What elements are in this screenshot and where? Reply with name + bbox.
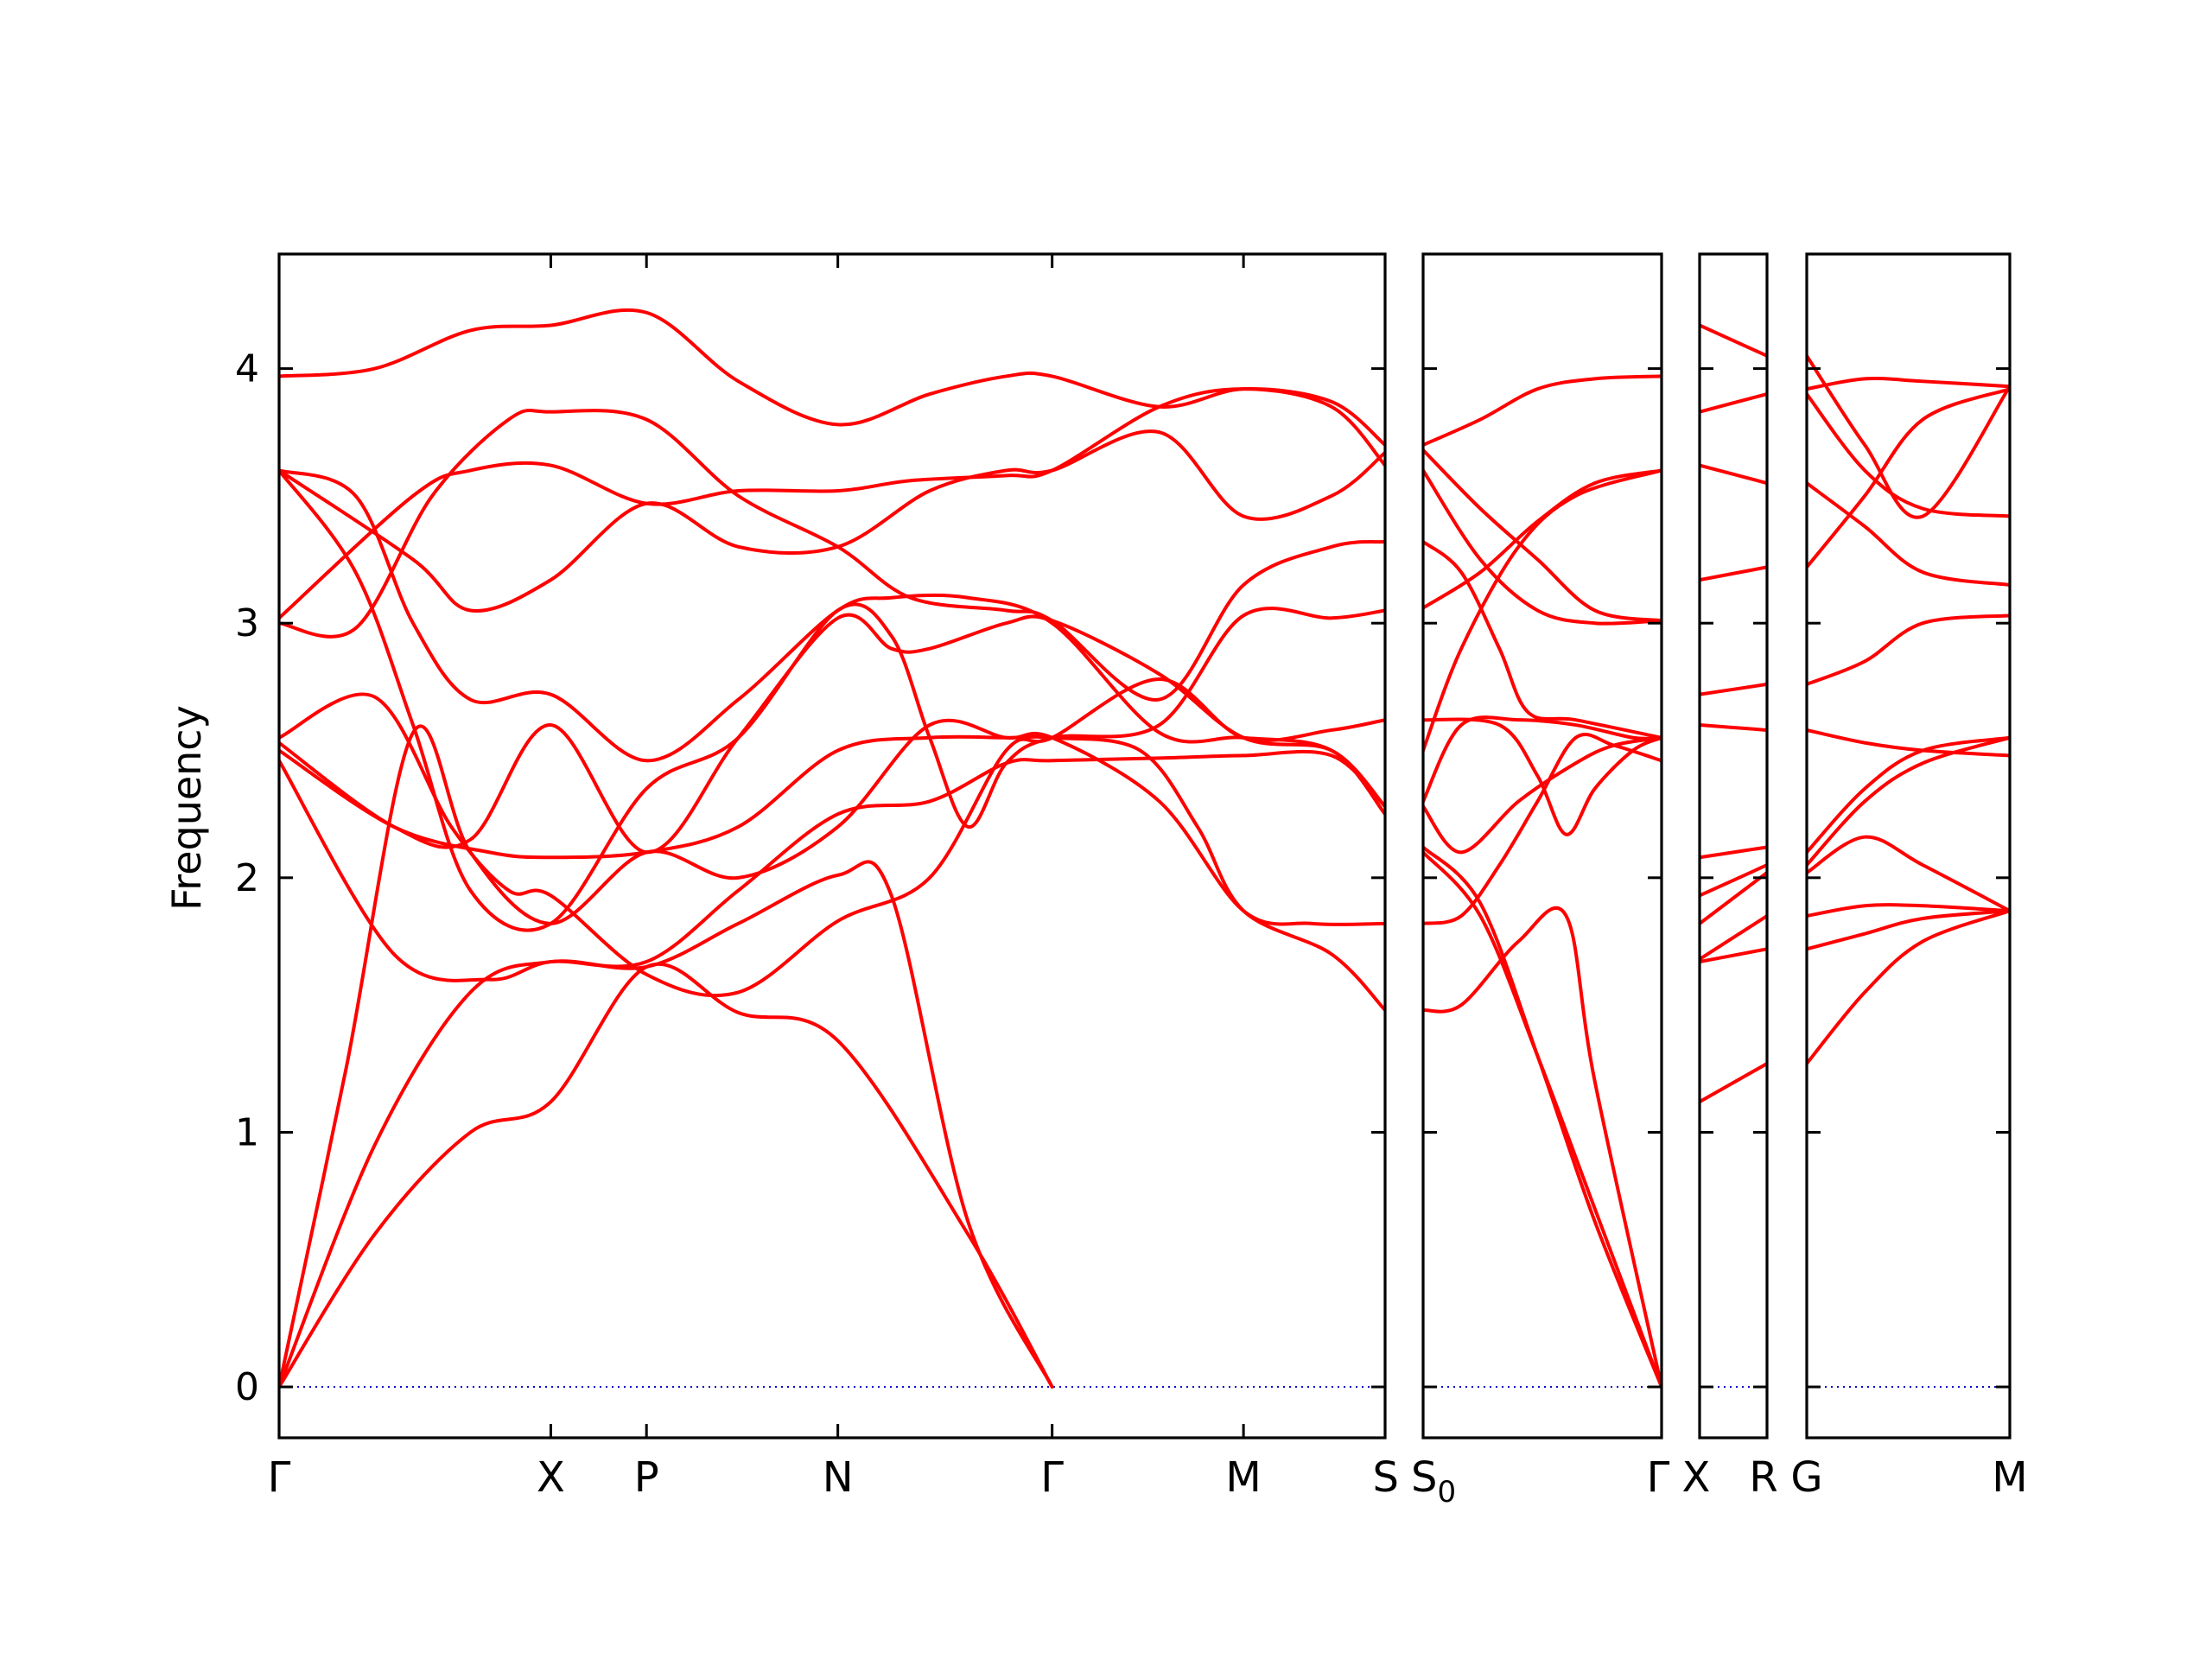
kpoint-label-subscript: 0: [1437, 1475, 1456, 1510]
y-tick-label: 3: [235, 601, 259, 645]
kpoint-label-gamma-3: Γ: [1647, 1453, 1670, 1502]
band-line: [1807, 903, 2010, 918]
band-line: [1807, 909, 2010, 951]
band-line: [279, 468, 1385, 817]
band-line: [1700, 863, 1767, 898]
panels-group: [277, 252, 2012, 1440]
band-line: [1700, 914, 1767, 962]
band-line: [1700, 323, 1767, 358]
y-axis-title: Frequency: [163, 705, 210, 911]
band-line: [1423, 845, 1662, 1389]
kpoint-label-x-2: X: [1682, 1453, 1711, 1502]
kpoint-label-p-1: P: [634, 1453, 659, 1502]
band-line: [279, 308, 1385, 447]
band-line: [1700, 392, 1767, 414]
band-line: [1807, 387, 2010, 569]
kpoint-label-s: S: [1373, 1453, 1399, 1502]
kpoint-label-r: R: [1749, 1453, 1777, 1502]
panel-1: [277, 252, 1387, 1440]
band-line: [1423, 448, 1662, 623]
band-line: [279, 409, 1385, 702]
panel-2: [1421, 252, 1663, 1440]
kpoint-label-gamma-2: Γ: [1040, 1453, 1064, 1502]
band-line: [1700, 565, 1767, 582]
band-line: [1807, 353, 2010, 519]
y-tick-labels: 0 1 2 3 4: [235, 347, 259, 1409]
band-line: [279, 734, 1385, 1013]
band-line: [1807, 909, 2010, 1065]
band-line: [1700, 947, 1767, 964]
band-line: [279, 718, 1385, 1389]
band-line: [1700, 723, 1767, 732]
y-tick-label: 4: [235, 347, 259, 391]
band-line: [1423, 717, 1662, 836]
band-line: [1423, 715, 1662, 804]
band-line: [1807, 392, 2010, 518]
band-line: [1423, 468, 1662, 626]
band-line: [279, 613, 1385, 855]
kpoint-labels: Γ X P N Γ M S S0 Γ X R G M: [268, 1453, 2028, 1510]
kpoint-label-m-1: M: [1225, 1453, 1261, 1502]
kpoint-label-s0: S0: [1411, 1453, 1456, 1510]
panel-frame: [1421, 252, 1663, 1440]
band-line: [279, 860, 1054, 1389]
kpoint-label-g: G: [1790, 1453, 1822, 1502]
panel-3: [1698, 252, 1769, 1440]
band-line: [1700, 463, 1767, 486]
bands: [1700, 323, 1767, 1104]
y-tick-label: 0: [235, 1365, 259, 1409]
panel-4: [1805, 252, 2012, 1440]
bands: [1807, 353, 2010, 1065]
band-line: [1423, 850, 1662, 1389]
band-line: [279, 962, 1054, 1389]
panel-frame: [1698, 252, 1769, 1440]
band-line: [1807, 481, 2010, 588]
bands: [279, 308, 1385, 1389]
band-line: [1423, 374, 1662, 447]
band-line: [1807, 728, 2010, 758]
band-line: [1807, 835, 2010, 913]
band-line: [279, 749, 1385, 982]
y-tick-label: 1: [235, 1110, 259, 1154]
kpoint-label-gamma-1: Γ: [268, 1453, 291, 1502]
band-line: [1423, 539, 1662, 740]
band-line: [1700, 682, 1767, 696]
band-line: [279, 677, 1385, 998]
band-line: [279, 468, 1385, 932]
band-line: [1700, 1061, 1767, 1104]
band-line: [1700, 870, 1767, 925]
band-line: [1807, 376, 2010, 391]
panel-frame: [1805, 252, 2012, 1440]
band-line: [1807, 735, 2010, 855]
band-line: [1700, 845, 1767, 860]
band-line: [1423, 732, 1662, 925]
band-line: [1807, 735, 2010, 868]
band-line: [279, 429, 1385, 613]
bands: [1423, 374, 1662, 1389]
band-line: [1807, 613, 2010, 686]
band-line: [1423, 468, 1662, 610]
band-line: [1423, 735, 1662, 855]
band-line: [1423, 468, 1662, 753]
kpoint-label-n-1: N: [823, 1453, 854, 1502]
y-tick-label: 2: [235, 856, 259, 900]
panel-frame: [277, 252, 1387, 1440]
kpoint-label-x-1: X: [537, 1453, 565, 1502]
band-line: [1423, 906, 1662, 1389]
kpoint-label-m-2: M: [1992, 1453, 2027, 1502]
